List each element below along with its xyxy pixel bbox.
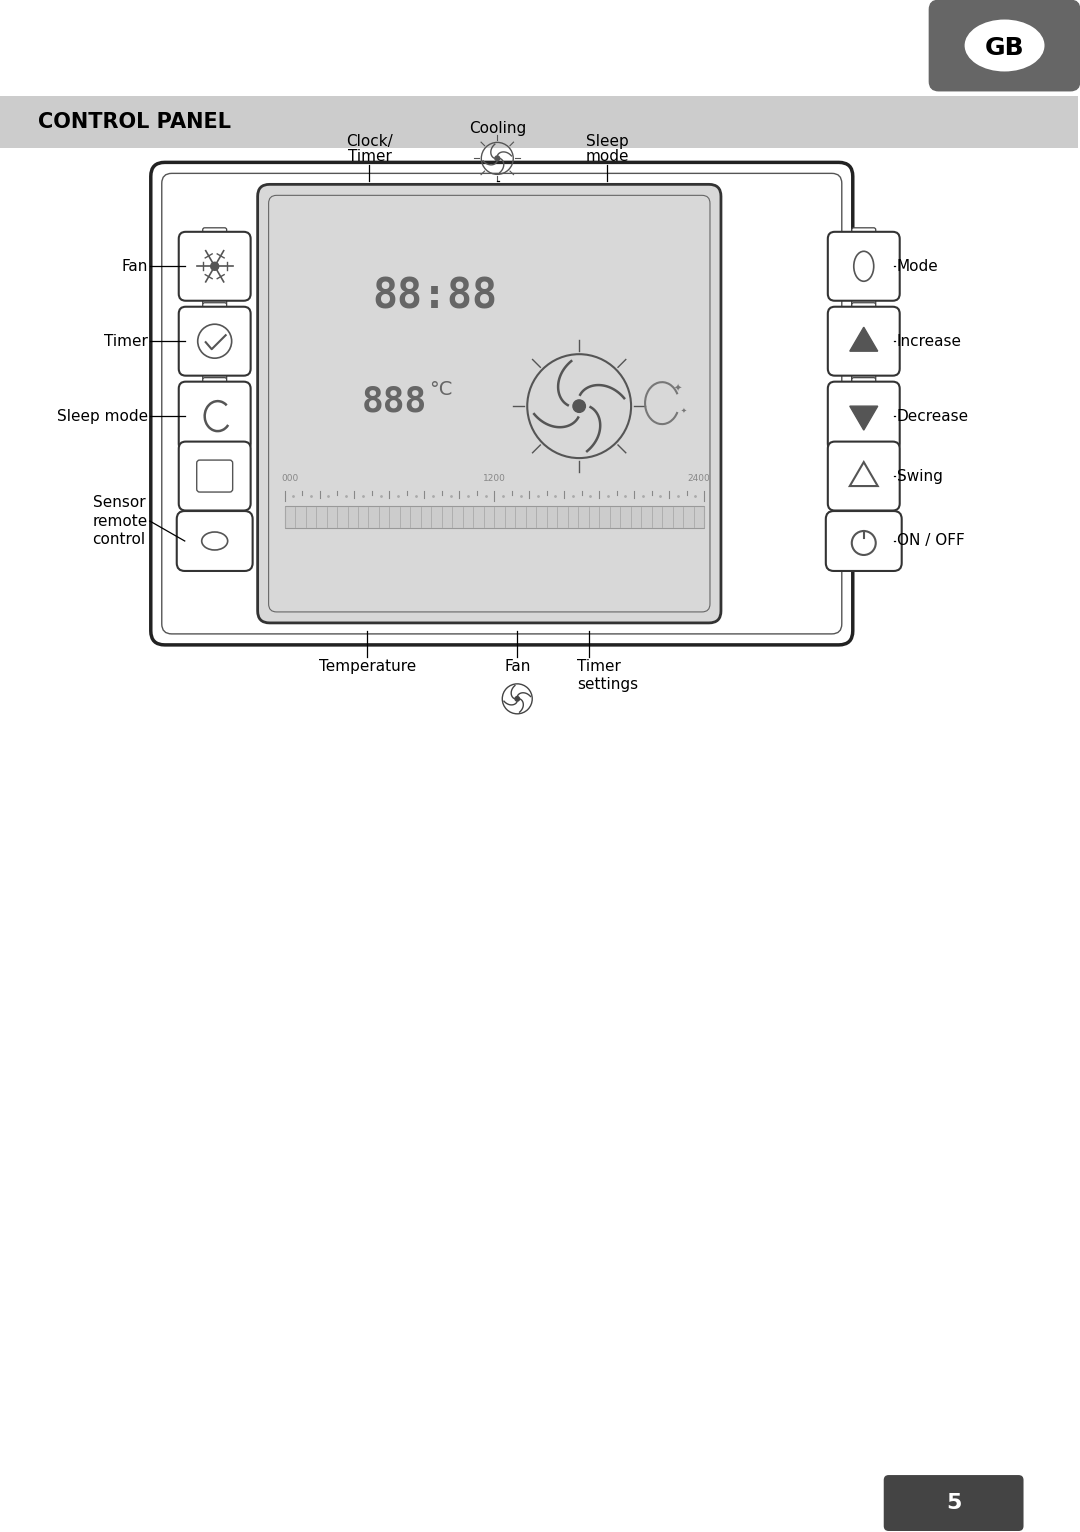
FancyBboxPatch shape [826, 512, 902, 571]
FancyBboxPatch shape [203, 378, 227, 392]
Text: settings: settings [577, 677, 638, 692]
FancyBboxPatch shape [827, 306, 900, 375]
FancyBboxPatch shape [852, 499, 876, 515]
Text: Fan: Fan [504, 659, 530, 674]
Circle shape [211, 262, 218, 270]
Circle shape [572, 400, 585, 412]
FancyBboxPatch shape [203, 303, 227, 317]
Text: Cooling: Cooling [469, 121, 526, 136]
Bar [0, 97, 1079, 149]
Text: ✦: ✦ [681, 408, 687, 414]
FancyBboxPatch shape [852, 290, 876, 305]
Text: Timer: Timer [577, 659, 621, 674]
Text: °C: °C [430, 380, 453, 398]
FancyBboxPatch shape [203, 290, 227, 305]
Text: 2400: 2400 [688, 473, 711, 483]
FancyBboxPatch shape [827, 231, 900, 300]
Text: 88:88: 88:88 [372, 276, 497, 317]
FancyBboxPatch shape [852, 228, 876, 242]
FancyBboxPatch shape [151, 162, 853, 645]
Text: Clock/: Clock/ [346, 135, 393, 150]
Text: Sleep: Sleep [585, 135, 629, 150]
Polygon shape [850, 328, 878, 351]
FancyBboxPatch shape [883, 1475, 1024, 1530]
FancyBboxPatch shape [203, 228, 227, 242]
FancyBboxPatch shape [852, 303, 876, 317]
FancyBboxPatch shape [258, 184, 721, 624]
Circle shape [515, 697, 519, 702]
Text: CONTROL PANEL: CONTROL PANEL [38, 112, 231, 132]
Text: Timer: Timer [104, 334, 148, 349]
Text: Increase: Increase [896, 334, 961, 349]
Text: GB: GB [985, 37, 1024, 60]
Text: Fan: Fan [121, 259, 148, 274]
FancyBboxPatch shape [203, 499, 227, 515]
Text: Decrease: Decrease [896, 409, 969, 424]
Text: 000: 000 [281, 473, 298, 483]
FancyBboxPatch shape [203, 438, 227, 452]
Text: Timer: Timer [348, 150, 391, 164]
Circle shape [495, 156, 500, 161]
FancyBboxPatch shape [852, 378, 876, 392]
FancyBboxPatch shape [179, 306, 251, 375]
FancyBboxPatch shape [203, 365, 227, 380]
FancyBboxPatch shape [179, 381, 251, 450]
FancyBboxPatch shape [179, 441, 251, 510]
FancyBboxPatch shape [269, 196, 710, 611]
Text: ✦: ✦ [674, 385, 683, 394]
Text: mode: mode [585, 150, 629, 164]
FancyBboxPatch shape [177, 512, 253, 571]
FancyBboxPatch shape [929, 0, 1080, 92]
Polygon shape [850, 406, 878, 430]
Ellipse shape [964, 20, 1044, 72]
FancyBboxPatch shape [827, 381, 900, 450]
Text: Sensor
remote
control: Sensor remote control [93, 495, 148, 547]
FancyBboxPatch shape [203, 440, 227, 455]
Bar [285, 506, 704, 529]
FancyBboxPatch shape [852, 440, 876, 455]
Text: ON / OFF: ON / OFF [896, 533, 964, 548]
Text: Sleep mode: Sleep mode [56, 409, 148, 424]
Text: Mode: Mode [896, 259, 939, 274]
Text: 5: 5 [946, 1494, 961, 1514]
Text: Temperature: Temperature [319, 659, 416, 674]
Text: 1200: 1200 [483, 473, 505, 483]
FancyBboxPatch shape [852, 438, 876, 452]
Text: Swing: Swing [896, 469, 943, 484]
FancyBboxPatch shape [179, 231, 251, 300]
FancyBboxPatch shape [827, 441, 900, 510]
FancyBboxPatch shape [852, 365, 876, 380]
Text: 888: 888 [362, 385, 427, 418]
